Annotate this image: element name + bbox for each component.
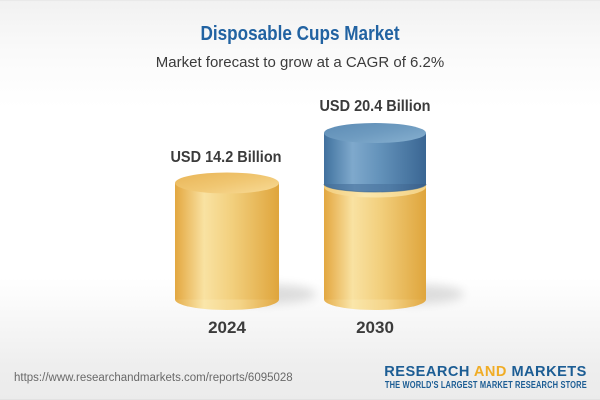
year-label-2030: 2030	[356, 318, 394, 337]
top-edge-line	[0, 0, 600, 1]
page-title: Disposable Cups Market	[200, 23, 400, 45]
value-label-2024: USD 14.2 Billion	[170, 149, 282, 166]
report-url[interactable]: https://www.researchandmarkets.com/repor…	[14, 372, 293, 384]
year-label-2024: 2024	[208, 318, 246, 337]
logo-word-and: AND	[474, 363, 508, 380]
value-label-2030: USD 20.4 Billion	[319, 98, 431, 115]
page-subtitle: Market forecast to grow at a CAGR of 6.2…	[155, 54, 445, 71]
cylinder-2024	[175, 172, 279, 310]
logo-tagline: THE WORLD'S LARGEST MARKET RESEARCH STOR…	[385, 380, 587, 391]
logo-word-markets: MARKETS	[511, 363, 587, 380]
logo-wordmark: RESEARCH AND MARKETS	[325, 363, 587, 380]
logo-word-research: RESEARCH	[384, 363, 471, 380]
cylinder-2030	[323, 123, 427, 310]
research-and-markets-logo[interactable]: RESEARCH AND MARKETS THE WORLD'S LARGEST…	[317, 363, 587, 391]
